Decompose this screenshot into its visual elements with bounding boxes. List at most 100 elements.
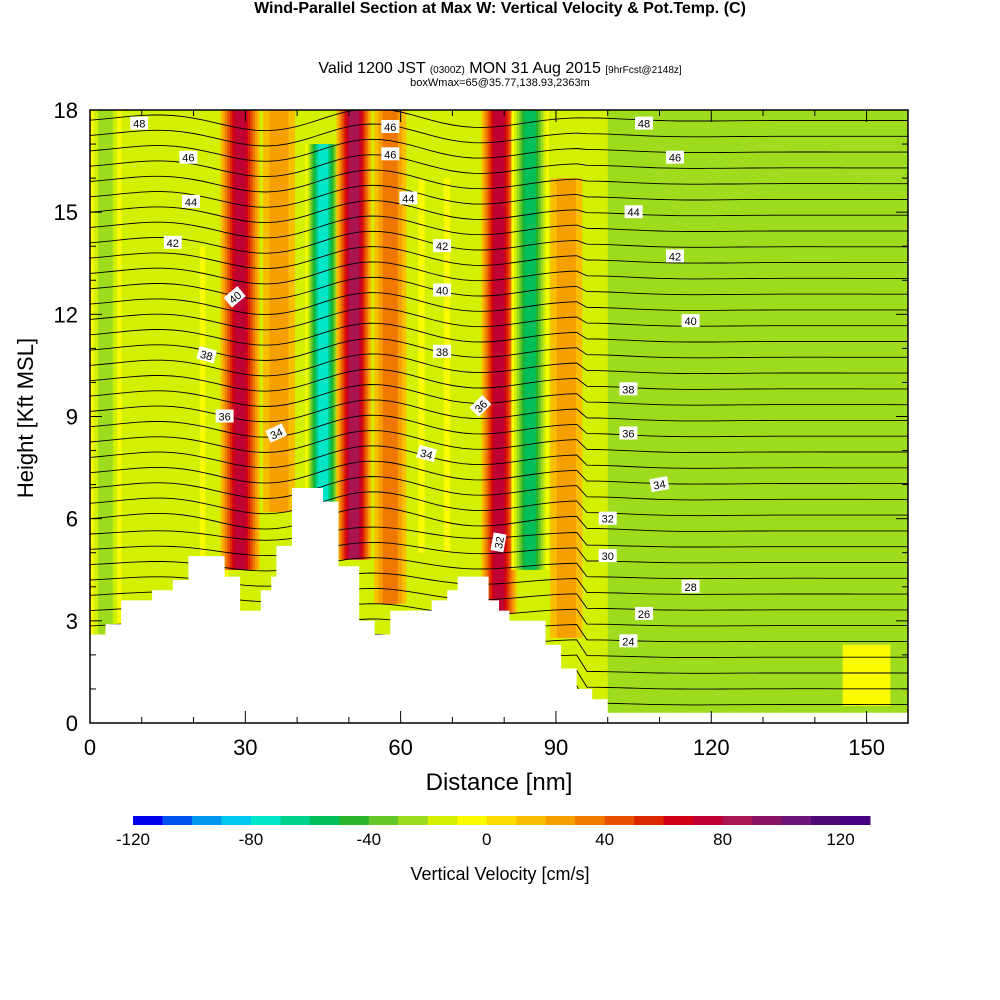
svg-text:32: 32 [602, 514, 614, 526]
colorbar-swatch-13 [516, 816, 547, 825]
theta-contour-line [90, 200, 908, 224]
svg-text:36: 36 [218, 412, 230, 424]
colorbar-swatch-0 [133, 816, 163, 825]
colorbar-tick-label-3: 0 [482, 830, 491, 849]
colorbar-tick-label-1: -80 [239, 830, 264, 849]
colorbar-tick-label-4: 40 [595, 830, 614, 849]
colorbar-tick-label-6: 120 [826, 830, 854, 849]
svg-text:46: 46 [384, 149, 396, 161]
svg-text:34: 34 [419, 448, 434, 463]
theta-contour-line [90, 230, 908, 254]
theta-contour-line [90, 557, 908, 580]
contour-label-28: 26 [635, 607, 653, 621]
contour-label-18: 46 [666, 150, 684, 165]
svg-text:44: 44 [185, 197, 197, 209]
svg-text:42: 42 [167, 238, 179, 250]
svg-text:42: 42 [436, 241, 448, 253]
x-tick-label-1: 30 [233, 735, 257, 760]
theta-contour-line [90, 353, 908, 377]
x-tick-label-0: 0 [84, 735, 96, 760]
contour-label-23: 36 [619, 426, 638, 441]
contour-label-12: 40 [433, 283, 452, 298]
svg-text:48: 48 [638, 119, 650, 131]
svg-text:46: 46 [384, 122, 396, 134]
colorbar-swatch-11 [457, 816, 488, 825]
theta-contour-line [90, 414, 908, 438]
contour-label-6: 36 [215, 409, 234, 424]
contour-label-5: 38 [196, 346, 218, 364]
svg-text:40: 40 [684, 316, 696, 328]
theta-contour-line [90, 110, 908, 132]
svg-text:34: 34 [653, 479, 667, 493]
colorbar: -120 -80 -40 0 40 80 120 [116, 816, 871, 849]
colorbar-swatch-23 [811, 816, 842, 825]
theta-contour-line [90, 292, 908, 316]
colorbar-swatch-3 [221, 816, 252, 825]
colorbar-swatch-7 [339, 816, 370, 825]
velocity-band-11-level-0 [842, 644, 891, 706]
contour-label-13: 38 [433, 344, 452, 359]
y-tick-label-0: 0 [66, 711, 78, 736]
theta-contour-line [90, 506, 908, 532]
contour-label-19: 44 [624, 205, 643, 219]
colorbar-swatch-20 [722, 816, 753, 825]
theta-contour-line [90, 276, 908, 300]
velocity-band-8-level-6 [493, 110, 505, 615]
svg-text:48: 48 [133, 119, 145, 131]
theta-contour-line [90, 430, 908, 453]
velocity-band-10-level-1 [556, 178, 576, 638]
svg-text:44: 44 [402, 194, 414, 206]
contour-label-15: 34 [416, 444, 438, 463]
velocity-band-7-level-1 [424, 178, 444, 553]
svg-text:36: 36 [622, 429, 634, 441]
x-tick-label-4: 120 [693, 735, 730, 760]
contour-label-9: 46 [381, 147, 400, 161]
copyright-mark: (C) [723, 0, 746, 17]
svg-text:26: 26 [638, 609, 650, 621]
contour-label-24: 34 [649, 476, 670, 493]
chart-title: Wind-Parallel Section at Max W: Vertical… [254, 0, 746, 17]
contour-labels: 48 46 44 42 40 38 36 34 46 46 44 42 40 38 36 34 32 48 46 44… [130, 116, 700, 648]
theta-contour-line [90, 491, 908, 517]
velocity-band-9-level-5 [524, 110, 536, 570]
colorbar-swatch-4 [250, 816, 281, 825]
theta-contour-line [90, 169, 908, 193]
theta-contour-line [90, 246, 908, 270]
theta-contour-line [90, 261, 908, 285]
svg-text:46: 46 [669, 153, 681, 165]
y-tick-label-3: 9 [66, 405, 78, 430]
y-tick-label-1: 3 [66, 609, 78, 634]
y-tick-label-6: 18 [54, 98, 78, 123]
theta-contour-line [90, 541, 908, 564]
theta-contour-line [90, 460, 908, 485]
colorbar-swatch-14 [545, 816, 576, 825]
terrain-mask [90, 488, 908, 723]
theta-contours [90, 110, 908, 722]
colorbar-swatch-12 [486, 816, 517, 825]
x-tick-label-3: 90 [544, 735, 568, 760]
theta-contour-line [90, 138, 908, 162]
svg-text:30: 30 [602, 551, 614, 563]
contour-label-16: 32 [490, 532, 507, 553]
box-info-subtitle: boxWmax=65@35.77,138.93,2363m [410, 77, 590, 89]
velocity-field [90, 110, 908, 723]
x-tick-label-5: 150 [848, 735, 885, 760]
colorbar-swatch-24 [840, 816, 871, 825]
y-axis-label: Height [Kft MSL] [13, 338, 38, 498]
svg-text:46: 46 [182, 153, 194, 165]
colorbar-swatch-16 [604, 816, 635, 825]
theta-contour-line [90, 154, 908, 178]
svg-text:38: 38 [199, 349, 214, 364]
theta-contour-line [90, 307, 908, 331]
contour-label-7: 34 [265, 423, 288, 443]
colorbar-swatch-6 [309, 816, 340, 825]
theta-contour-line [90, 338, 908, 361]
contour-label-0: 48 [130, 116, 149, 131]
svg-text:44: 44 [627, 207, 639, 219]
theta-contour-line [90, 384, 908, 407]
theta-contour-line [90, 368, 908, 392]
colorbar-tick-label-2: -40 [357, 830, 382, 849]
contour-label-26: 30 [598, 549, 617, 563]
